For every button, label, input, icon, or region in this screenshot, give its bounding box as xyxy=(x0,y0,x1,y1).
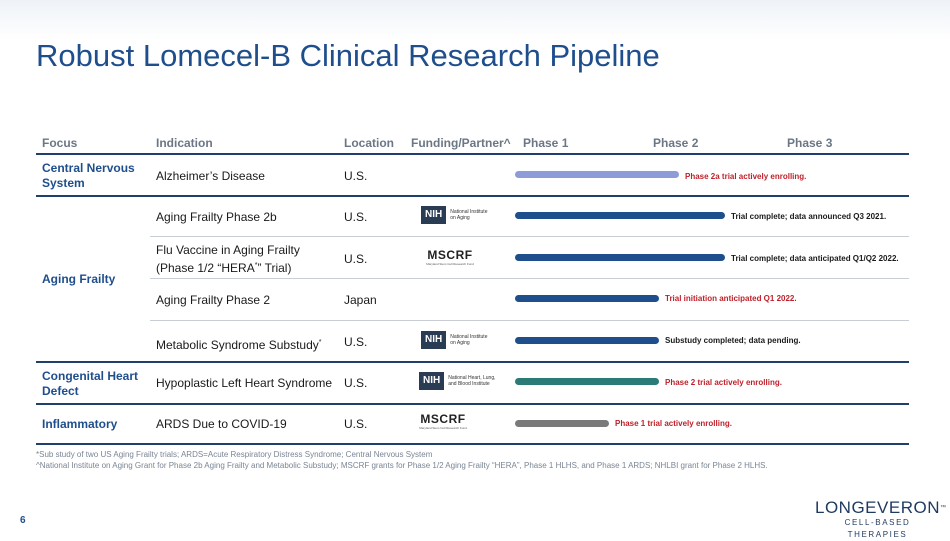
nih-institute-name: National Heart, Lung, and Blood Institut… xyxy=(448,375,496,387)
mscrf-full-name: Maryland Stem Cell Research Fund xyxy=(419,426,467,430)
nih-institute-name: National Institute on Aging xyxy=(450,334,488,346)
nih-abbr: NIH xyxy=(421,331,447,349)
mscrf-logo: MSCRF Maryland Stem Cell Research Fund xyxy=(423,248,477,267)
focus-inflammatory: Inflammatory xyxy=(42,417,118,431)
mscrf-name: MSCRF xyxy=(427,248,473,262)
indication-cell: ARDS Due to COVID-19 xyxy=(156,417,287,431)
col-header-focus: Focus xyxy=(42,136,78,150)
trademark-mark: ™ xyxy=(939,505,947,511)
location-cell: U.S. xyxy=(344,169,368,183)
progress-bar xyxy=(515,378,659,385)
progress-bar xyxy=(515,295,659,302)
progress-bar xyxy=(515,254,725,261)
status-text: Phase 2a trial actively enrolling. xyxy=(685,172,807,181)
col-header-location: Location xyxy=(344,136,394,150)
row-divider xyxy=(150,236,909,237)
focus-cns: Central Nervous System xyxy=(42,161,135,190)
focus-aging-frailty: Aging Frailty xyxy=(42,272,116,286)
section-rule xyxy=(36,403,909,405)
location-cell: Japan xyxy=(344,293,377,307)
progress-bar xyxy=(515,212,725,219)
indication-cell: Aging Frailty Phase 2 xyxy=(156,293,271,307)
footnote: ^National Institute on Aging Grant for P… xyxy=(36,461,768,470)
status-text: Trial complete; data anticipated Q1/Q2 2… xyxy=(731,254,899,263)
footnote-mark: * xyxy=(254,262,258,269)
row-divider xyxy=(150,320,909,321)
nhlbi-logo: NIH National Heart, Lung, and Blood Inst… xyxy=(419,372,496,390)
status-text: Substudy completed; data pending. xyxy=(665,336,801,345)
indication-text: Metabolic Syndrome Substudy xyxy=(156,338,319,352)
section-rule xyxy=(36,361,909,363)
nih-abbr: NIH xyxy=(419,372,445,390)
indication-cell: Aging Frailty Phase 2b xyxy=(156,210,277,224)
header-rule xyxy=(36,153,909,155)
section-rule xyxy=(36,195,909,197)
nih-aging-logo: NIH National Institute on Aging xyxy=(421,206,487,224)
col-header-phase2: Phase 2 xyxy=(653,136,699,150)
col-header-funding: Funding/Partner^ xyxy=(411,136,511,150)
indication-cell: Alzheimer’s Disease xyxy=(156,169,265,183)
location-cell: U.S. xyxy=(344,335,368,349)
location-cell: U.S. xyxy=(344,252,368,266)
location-cell: U.S. xyxy=(344,376,368,390)
mscrf-full-name: Maryland Stem Cell Research Fund xyxy=(426,262,474,266)
brand-tagline: CELL-BASED THERAPIES xyxy=(844,518,911,539)
progress-bar xyxy=(515,171,679,178)
location-cell: U.S. xyxy=(344,417,368,431)
footnote-mark: * xyxy=(318,339,322,346)
indication-cell: Metabolic Syndrome Substudy* xyxy=(156,335,321,353)
header-decoration xyxy=(0,0,950,40)
progress-bar xyxy=(515,420,609,427)
col-header-indication: Indication xyxy=(156,136,213,150)
status-text: Phase 1 trial actively enrolling. xyxy=(615,419,732,428)
indication-line2-b: ” Trial) xyxy=(257,261,292,275)
mscrf-name: MSCRF xyxy=(420,412,466,426)
indication-cell: Flu Vaccine in Aging Frailty (Phase 1/2 … xyxy=(156,243,300,276)
brand-name: LONGEVERON xyxy=(815,498,940,517)
indication-line2-a: (Phase 1/2 “HERA xyxy=(156,261,255,275)
focus-congenital-heart: Congenital Heart Defect xyxy=(42,369,139,398)
mscrf-logo: MSCRF Maryland Stem Cell Research Fund xyxy=(416,412,470,431)
table-bottom-rule xyxy=(36,443,909,445)
nih-abbr: NIH xyxy=(421,206,447,224)
location-cell: U.S. xyxy=(344,210,368,224)
col-header-phase3: Phase 3 xyxy=(787,136,833,150)
status-text: Phase 2 trial actively enrolling. xyxy=(665,378,782,387)
col-header-phase1: Phase 1 xyxy=(523,136,569,150)
page-title: Robust Lomecel-B Clinical Research Pipel… xyxy=(36,38,660,73)
indication-cell: Hypoplastic Left Heart Syndrome xyxy=(156,376,333,390)
longeveron-logo: LONGEVERON™ CELL-BASED THERAPIES xyxy=(815,498,946,541)
progress-bar xyxy=(515,337,659,344)
status-text: Trial complete; data announced Q3 2021. xyxy=(731,212,887,221)
nih-institute-name: National Institute on Aging xyxy=(450,209,488,221)
row-divider xyxy=(150,278,909,279)
status-text: Trial initiation anticipated Q1 2022. xyxy=(665,294,797,303)
nih-aging-logo: NIH National Institute on Aging xyxy=(421,331,487,349)
footnote: *Sub study of two US Aging Frailty trial… xyxy=(36,450,433,459)
indication-line1: Flu Vaccine in Aging Frailty xyxy=(156,243,300,257)
page-number: 6 xyxy=(20,515,26,526)
